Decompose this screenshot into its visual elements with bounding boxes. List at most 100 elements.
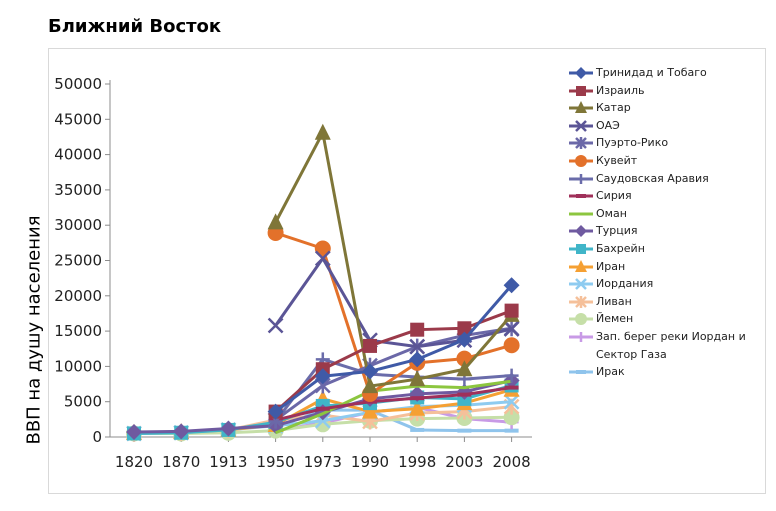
data-point: [267, 317, 284, 334]
legend-label: Ирак: [596, 365, 625, 379]
y-tick-label: 10000: [54, 357, 102, 375]
legend-label: Турция: [596, 224, 638, 238]
data-point: [362, 402, 378, 419]
data-point: [362, 363, 378, 380]
data-point: [575, 259, 587, 272]
chart-legend: Тринидад и Тобаго Израиль Катар ОАЭ Пуэрто-Р…: [568, 64, 768, 381]
legend-label: Саудовская Аравия: [596, 171, 709, 185]
data-point: [456, 331, 473, 348]
legend-label: Оман: [596, 206, 627, 220]
series-line: [274, 256, 512, 349]
data-point: [503, 321, 520, 337]
legend-swatch: [569, 225, 593, 238]
legend-swatch: [569, 278, 593, 291]
legend-item: Израиль: [568, 82, 768, 100]
y-tick-label: 15000: [54, 322, 102, 340]
legend-item: Иордания: [568, 275, 768, 293]
legend-swatch: [569, 212, 593, 216]
legend-item: Оман: [568, 205, 768, 223]
data-point: [575, 278, 587, 291]
legend-label: Пуэрто-Рико: [596, 136, 669, 150]
data-point: [576, 243, 586, 254]
y-tick-label: 45000: [54, 110, 102, 128]
legend-swatch: [569, 101, 593, 114]
legend-swatch: [569, 259, 593, 272]
legend-label: ОАЭ: [596, 118, 620, 132]
series-line: [274, 131, 513, 388]
series-9: [275, 379, 512, 435]
data-point: [575, 313, 587, 326]
data-point: [314, 368, 331, 385]
data-point: [314, 250, 331, 267]
data-point: [409, 399, 426, 416]
data-point: [576, 173, 586, 184]
legend-item: Тринидад и Тобаго: [568, 64, 768, 82]
data-point: [575, 101, 587, 114]
legend-swatch: [569, 243, 593, 254]
series-line: [275, 379, 512, 435]
legend-item: Йемен: [568, 310, 768, 328]
series-line: [275, 386, 512, 422]
legend-label: Тринидад и Тобаго: [596, 66, 707, 79]
data-point: [575, 137, 587, 150]
legend-label: Иран: [596, 259, 626, 273]
legend-swatch: [569, 154, 593, 167]
data-point: [456, 360, 473, 377]
series-line: [274, 357, 512, 423]
legend-swatch: [569, 67, 593, 79]
legend-item: ОАЭ: [568, 117, 768, 135]
data-point: [503, 409, 520, 426]
legend-item: Бахрейн: [568, 240, 768, 258]
data-point: [314, 123, 331, 140]
legend-item: Ливан: [568, 293, 768, 311]
data-point: [575, 295, 587, 308]
legend-item: Турция: [568, 222, 768, 240]
legend-item: Кувейт: [568, 152, 768, 170]
x-tick-label: 1913: [209, 453, 247, 471]
legend-swatch: [569, 331, 593, 342]
data-point: [575, 154, 587, 167]
legend-label: Бахрейн: [596, 241, 645, 255]
series-line: [275, 231, 513, 396]
legend-label: Йемен: [596, 312, 634, 326]
data-point: [267, 213, 284, 230]
y-tick-label: 40000: [54, 146, 102, 164]
chart-title: Ближний Восток: [48, 16, 222, 37]
x-tick-label: 1820: [115, 453, 153, 471]
legend-item: Саудовская Аравия: [568, 170, 768, 188]
legend-item: Ирак: [568, 363, 768, 381]
chart-frame: [48, 48, 766, 494]
data-point: [267, 403, 284, 420]
data-point: [576, 85, 586, 96]
legend-swatch: [569, 173, 593, 184]
x-tick-label: 1870: [162, 453, 200, 471]
x-tick-label: 1990: [351, 453, 389, 471]
data-point: [575, 225, 587, 238]
data-point: [410, 322, 425, 337]
y-tick-label: 35000: [54, 181, 102, 199]
x-tick-label: 1950: [257, 453, 295, 471]
series-1: [267, 277, 520, 420]
x-tick-label: 1973: [304, 453, 342, 471]
y-tick-label: 50000: [54, 75, 102, 93]
data-point: [576, 331, 586, 342]
x-tick-label: 2003: [445, 453, 483, 471]
legend-label: Ливан: [596, 294, 632, 308]
legend-label: Иордания: [596, 277, 654, 291]
y-tick-label: 20000: [54, 287, 102, 305]
legend-label: Зап. берег реки Иордан и Сектор Газа: [596, 329, 746, 361]
data-point: [575, 119, 587, 132]
legend-item: Пуэрто-Рико: [568, 134, 768, 152]
legend-label: Катар: [596, 101, 631, 115]
legend-swatch: [569, 137, 593, 150]
data-point: [409, 351, 426, 368]
y-tick-label: 25000: [54, 252, 102, 270]
data-point: [504, 303, 519, 318]
legend-swatch: [569, 370, 593, 375]
legend-swatch: [569, 194, 593, 199]
data-point: [503, 337, 520, 354]
legend-swatch: [569, 313, 593, 326]
data-point: [173, 423, 190, 440]
legend-item: Сирия: [568, 187, 768, 205]
legend-label: Кувейт: [596, 153, 638, 167]
